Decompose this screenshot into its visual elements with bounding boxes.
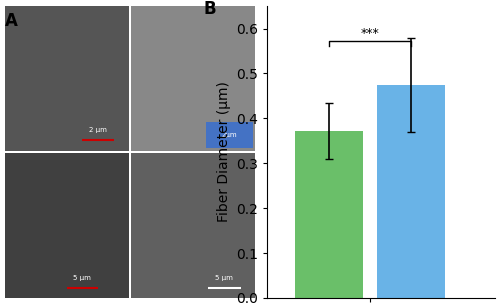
Bar: [376, 85, 445, 298]
Text: 2 μm: 2 μm: [89, 127, 107, 133]
Text: 5 μm: 5 μm: [73, 275, 91, 281]
Y-axis label: Fiber Diameter (μm): Fiber Diameter (μm): [217, 81, 231, 223]
FancyBboxPatch shape: [206, 122, 253, 148]
Bar: [294, 131, 363, 298]
Text: ***: ***: [360, 27, 379, 40]
Text: A: A: [5, 12, 18, 30]
Text: B: B: [204, 0, 216, 18]
Text: 2μm: 2μm: [222, 132, 237, 138]
Text: 5 μm: 5 μm: [216, 275, 234, 281]
